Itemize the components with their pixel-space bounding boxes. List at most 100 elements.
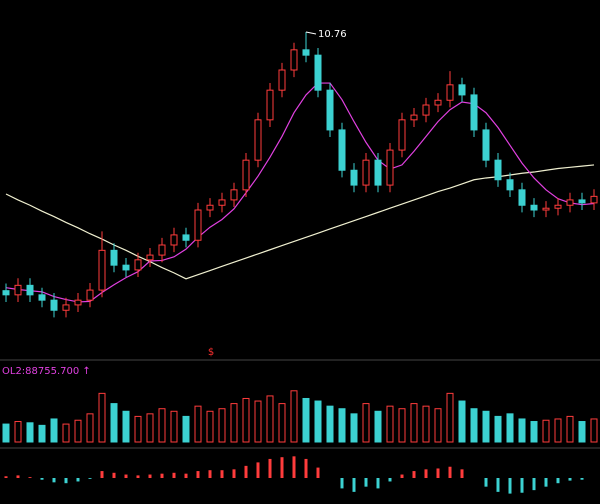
candle-body (38, 294, 46, 301)
volume-bar (542, 419, 550, 443)
candle-body (158, 244, 166, 256)
volume-bar (206, 410, 214, 443)
candle-body (530, 204, 538, 211)
peak-pointer (305, 31, 317, 35)
candle-body (374, 159, 382, 186)
candle-body (242, 159, 250, 191)
volume-bar (74, 419, 82, 443)
volume-bar (446, 392, 454, 443)
candle-body (446, 84, 454, 101)
volume-bar (122, 410, 130, 443)
candle-body (518, 189, 526, 206)
candle-body (230, 189, 238, 201)
candle-body (110, 249, 118, 266)
candle-body (62, 304, 70, 311)
volume-bar (182, 415, 190, 443)
volume-bar (158, 408, 166, 443)
volume-bar (134, 415, 142, 443)
candle-body (278, 69, 286, 91)
candle-body (566, 199, 574, 206)
moving-average (5, 82, 595, 303)
candle-body (386, 149, 394, 186)
volume-bar (350, 413, 358, 443)
volume-bar (230, 403, 238, 443)
candle-body (206, 204, 214, 211)
candle-body (74, 299, 82, 306)
candle-body (506, 179, 514, 191)
volume-bar (434, 408, 442, 443)
volume-bar (218, 408, 226, 443)
candle-body (482, 129, 490, 161)
candle-body (182, 234, 190, 241)
volume-bar (590, 418, 598, 443)
candle-body (14, 284, 22, 296)
volume-bar (2, 423, 10, 443)
candle-body (470, 94, 478, 131)
volume-bar (266, 395, 274, 443)
candle-body (170, 234, 178, 246)
candle-body (254, 119, 262, 161)
signal-marker: $ (208, 347, 214, 358)
candle-body (410, 114, 418, 121)
candle-body (326, 89, 334, 131)
volume-bar (386, 405, 394, 443)
volume-bar (146, 413, 154, 443)
volume-bar (530, 421, 538, 443)
volume-bar (578, 421, 586, 443)
volume-bar (62, 423, 70, 443)
candle-body (86, 289, 94, 301)
volume-bar (254, 400, 262, 443)
candle-body (314, 54, 322, 91)
volume-bar (362, 403, 370, 443)
candle-body (338, 129, 346, 171)
volume-bar (482, 410, 490, 443)
candle-body (98, 249, 106, 291)
volume-bar (494, 415, 502, 443)
candle-body (266, 89, 274, 121)
candle-body (122, 264, 130, 271)
candle-body (2, 290, 10, 296)
volume-bar (566, 415, 574, 443)
volume-bar (194, 405, 202, 443)
volume-bar (110, 403, 118, 443)
volume-bar (554, 418, 562, 443)
candle-body (350, 169, 358, 186)
volume-bar (242, 397, 250, 443)
volume-label: OL2:88755.700 ↑ (2, 366, 91, 377)
volume-bar (38, 424, 46, 443)
candle-body (362, 159, 370, 186)
volume-bar (314, 400, 322, 443)
candle-body (146, 254, 154, 261)
candle-body (26, 284, 34, 296)
volume-bar (398, 408, 406, 443)
volume-bar (338, 408, 346, 443)
candle-body (494, 159, 502, 181)
candle-body (422, 104, 430, 116)
candle-body (434, 99, 442, 106)
candle-body (134, 259, 142, 271)
peak-label: 10.76 (318, 29, 347, 40)
candle-body (554, 204, 562, 209)
candle-body (542, 207, 550, 211)
volume-bar (506, 413, 514, 443)
volume-bar (86, 413, 94, 443)
candle-body (290, 49, 298, 71)
volume-bar (422, 405, 430, 443)
volume-bar (470, 408, 478, 443)
volume-bar (410, 403, 418, 443)
candle-body (458, 84, 466, 96)
candle-body (302, 49, 310, 56)
volume-bar (290, 390, 298, 443)
volume-bar (26, 422, 34, 443)
volume-bar (302, 397, 310, 443)
candle-body (398, 119, 406, 151)
volume-bar (374, 410, 382, 443)
volume-bar (326, 405, 334, 443)
candle-body (194, 209, 202, 241)
candle-body (578, 199, 586, 204)
candle-body (218, 199, 226, 206)
volume-bar (14, 421, 22, 443)
volume-bar (50, 418, 58, 443)
volume-bar (170, 410, 178, 443)
